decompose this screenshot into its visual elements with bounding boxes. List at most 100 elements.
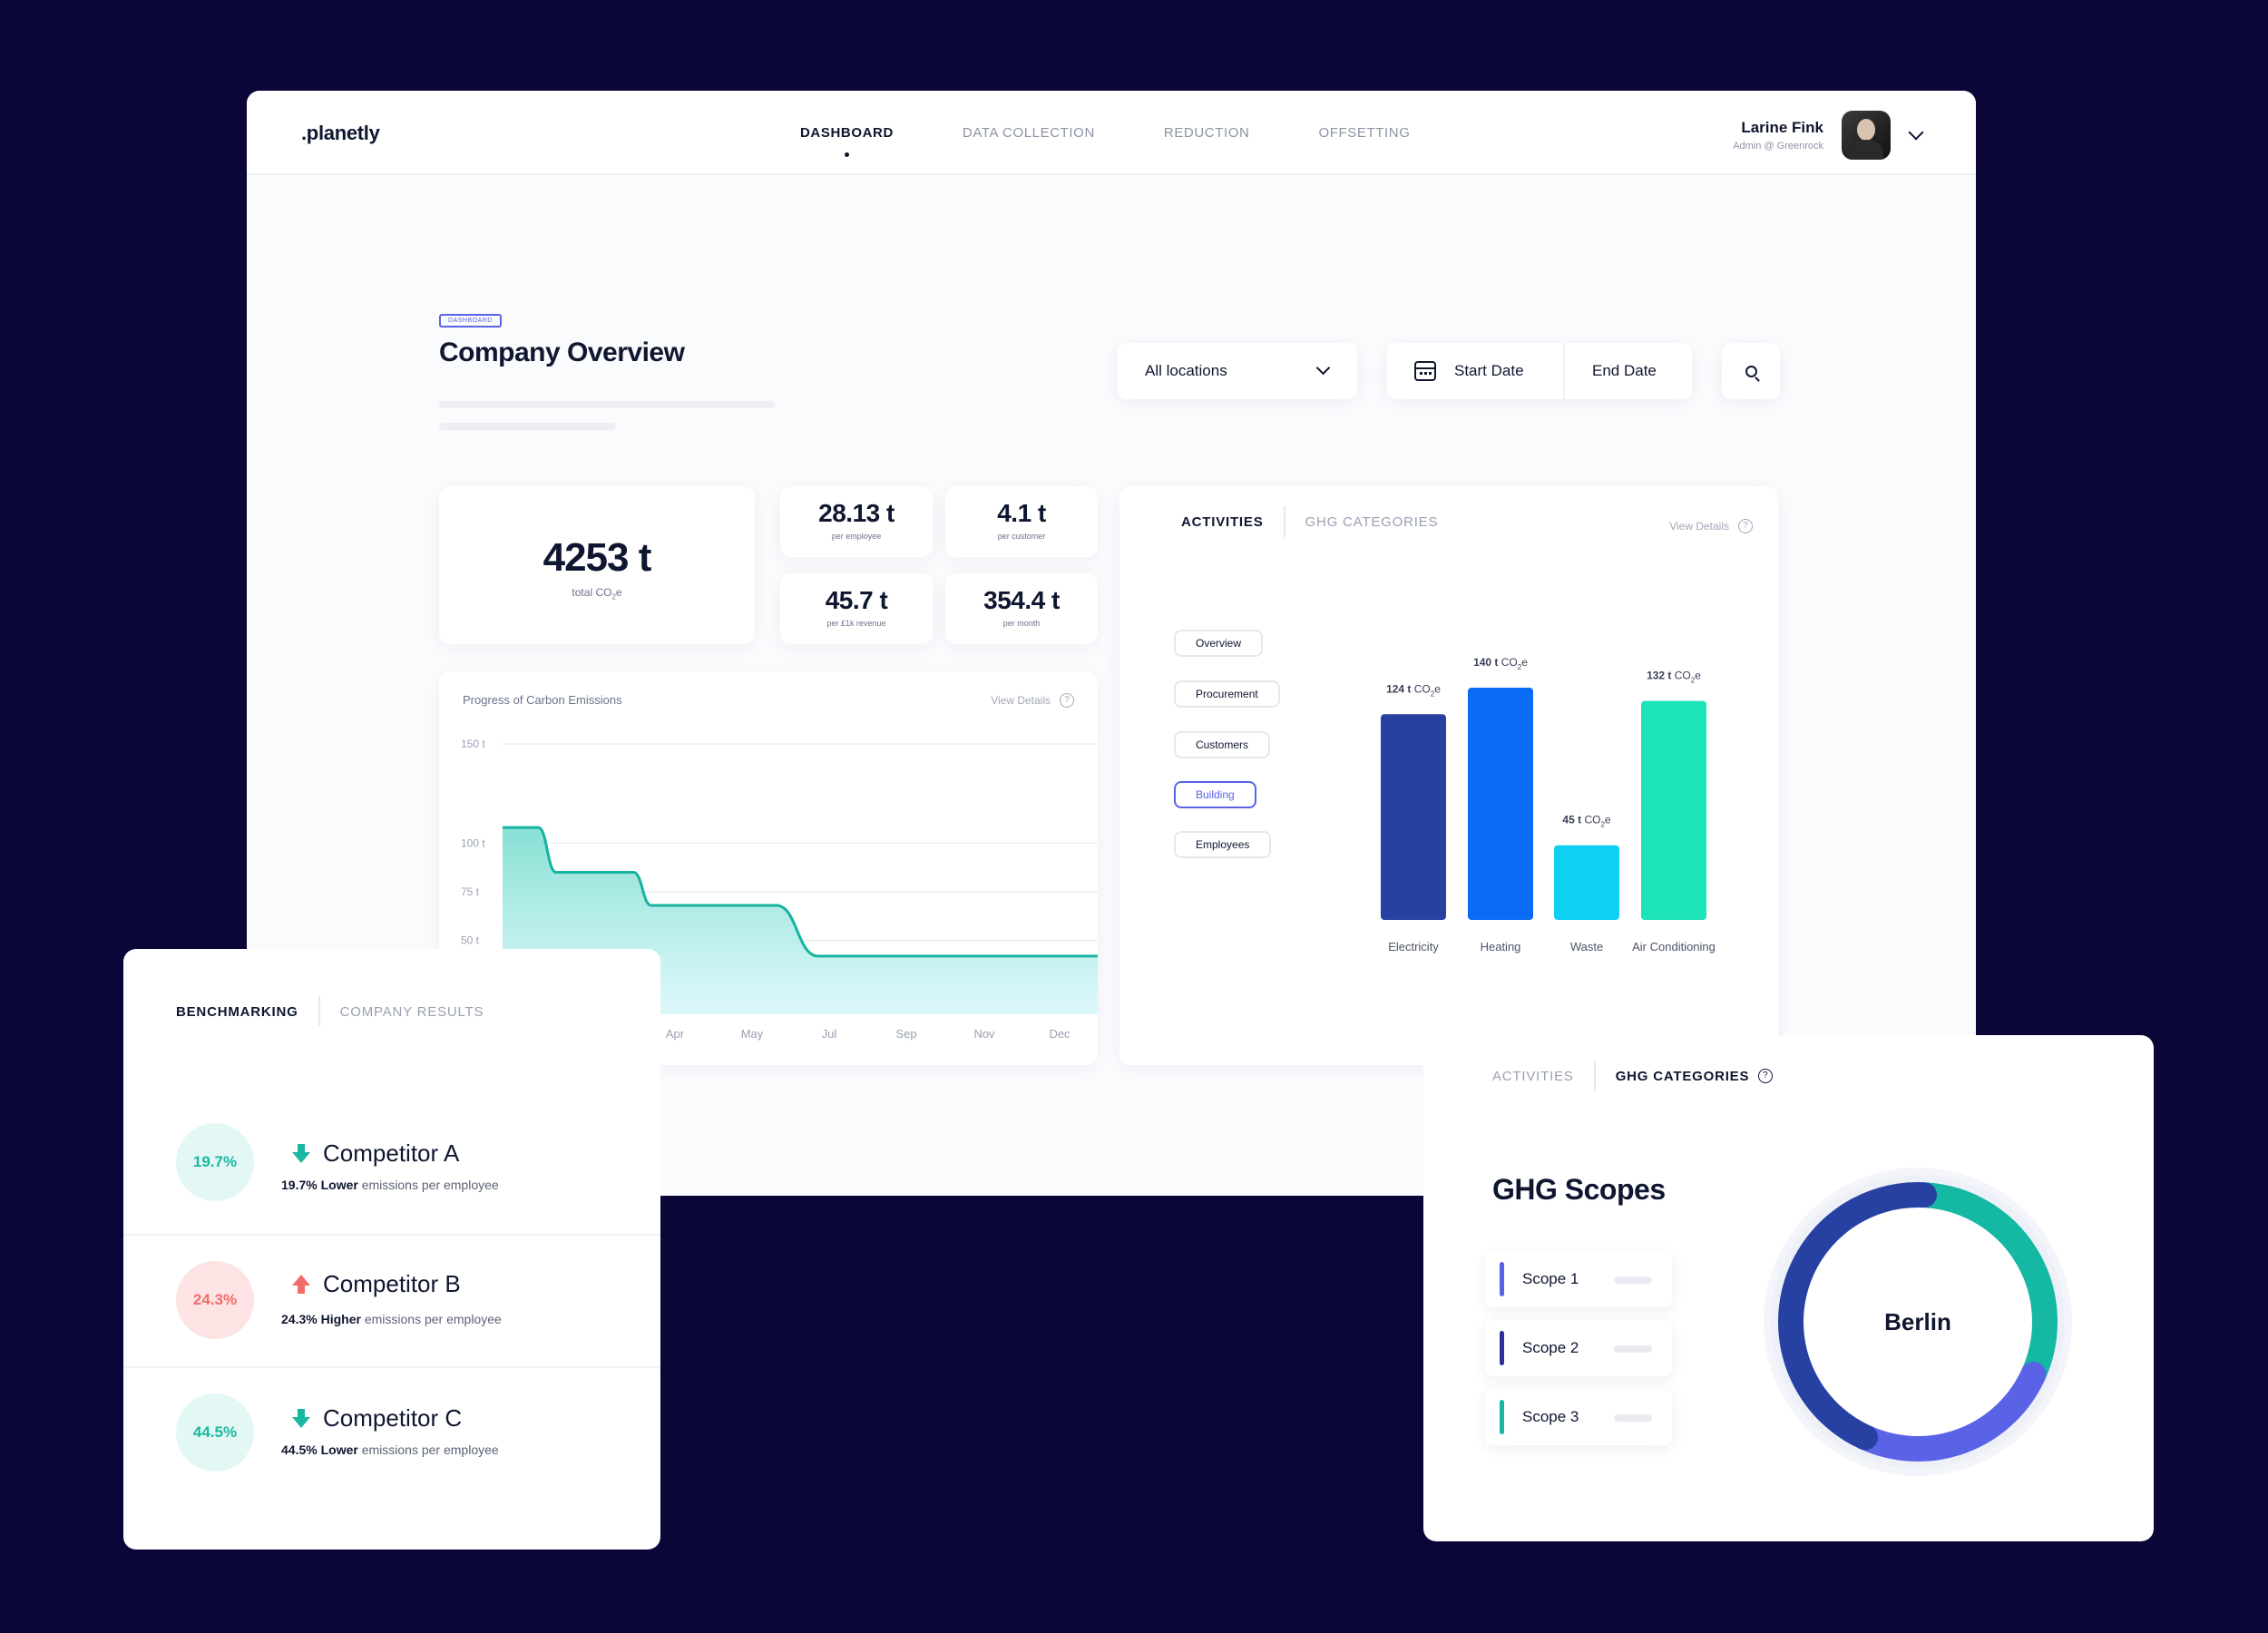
tab-divider bbox=[318, 996, 320, 1027]
calendar-icon bbox=[1414, 361, 1436, 381]
scope-item-3[interactable]: Scope 3 bbox=[1485, 1389, 1672, 1445]
bar-waste bbox=[1554, 845, 1619, 920]
percent-badge: 19.7% bbox=[176, 1123, 254, 1201]
competitor-description: 19.7% Lower emissions per employee bbox=[281, 1178, 499, 1192]
bar-value-label: 140 t CO2e bbox=[1473, 656, 1528, 671]
bar-value-label: 45 t CO2e bbox=[1562, 814, 1610, 829]
help-icon: ? bbox=[1738, 519, 1753, 533]
help-icon[interactable]: ? bbox=[1758, 1069, 1774, 1083]
per-customer-value: 4.1 t bbox=[997, 499, 1046, 527]
total-emissions-value: 4253 t bbox=[543, 535, 652, 580]
chevron-down-icon[interactable] bbox=[1908, 124, 1924, 141]
per-revenue-value: 45.7 t bbox=[825, 586, 888, 614]
benchmarking-tabs: BENCHMARKING COMPANY RESULTS bbox=[176, 996, 484, 1027]
scope-color-bar bbox=[1500, 1331, 1504, 1365]
tab-activities[interactable]: ACTIVITIES bbox=[1181, 513, 1264, 530]
page-badge: DASHBOARD bbox=[439, 314, 502, 328]
donut-slice-scope-3 bbox=[1911, 1182, 2058, 1387]
scope-item-2[interactable]: Scope 2 bbox=[1485, 1320, 1672, 1376]
scope-item-1[interactable]: Scope 1 bbox=[1485, 1251, 1672, 1307]
y-tick-label: 75 t bbox=[461, 885, 480, 898]
user-name: Larine Fink bbox=[1741, 119, 1823, 136]
competitor-name: Competitor C bbox=[292, 1404, 462, 1433]
bar-air-conditioning bbox=[1641, 700, 1706, 920]
tab-company-results[interactable]: COMPANY RESULTS bbox=[339, 1003, 484, 1020]
competitor-description: 44.5% Lower emissions per employee bbox=[281, 1442, 499, 1457]
benchmarking-card: BENCHMARKING COMPANY RESULTS 19.7% Compe… bbox=[123, 949, 660, 1550]
per-customer-card: 4.1 t per customer bbox=[945, 486, 1098, 557]
planetly-logo[interactable]: .planetly bbox=[301, 122, 380, 144]
user-menu[interactable]: Larine Fink Admin @ Greenrock bbox=[1733, 111, 1924, 160]
competitor-row[interactable]: 44.5% Competitor C 44.5% Lower emissions… bbox=[123, 1368, 660, 1501]
y-tick-label: 150 t bbox=[461, 738, 485, 750]
top-navigation-bar: .planetly DASHBOARD DATA COLLECTION REDU… bbox=[247, 91, 1976, 175]
per-month-value: 354.4 t bbox=[983, 586, 1060, 614]
bar-heating bbox=[1468, 688, 1533, 920]
nav-reduction[interactable]: REDUCTION bbox=[1163, 125, 1250, 141]
tab-benchmarking[interactable]: BENCHMARKING bbox=[176, 1003, 298, 1020]
percent-badge: 44.5% bbox=[176, 1393, 254, 1472]
view-details-link[interactable]: View Details? bbox=[991, 693, 1074, 708]
per-month-label: per month bbox=[1002, 619, 1041, 628]
x-tick-label: Jul bbox=[822, 1027, 837, 1041]
category-label: Electricity bbox=[1388, 940, 1439, 953]
series-line bbox=[503, 826, 1098, 958]
progress-x-axis: Apr May Jul Sep Nov Dec bbox=[666, 1027, 1070, 1041]
nav-dashboard[interactable]: DASHBOARD bbox=[800, 125, 894, 157]
category-label: Air Conditioning bbox=[1632, 940, 1716, 953]
competitor-name: Competitor A bbox=[292, 1139, 459, 1168]
date-range-picker[interactable]: Start Date End Date bbox=[1387, 343, 1692, 399]
donut-center-label: Berlin bbox=[1884, 1307, 1951, 1335]
location-select[interactable]: All locations bbox=[1118, 343, 1357, 399]
view-details-link[interactable]: View Details? bbox=[1669, 519, 1753, 533]
per-customer-label: per customer bbox=[997, 532, 1046, 541]
tab-ghg-categories[interactable]: GHG CATEGORIES bbox=[1305, 513, 1439, 530]
start-date-field[interactable]: Start Date bbox=[1454, 362, 1524, 379]
scope-label: Scope 3 bbox=[1522, 1408, 1579, 1425]
x-tick-label: Nov bbox=[973, 1027, 995, 1041]
filter-customers[interactable]: Customers bbox=[1174, 731, 1271, 758]
nav-offsetting[interactable]: OFFSETTING bbox=[1318, 125, 1411, 141]
scope-color-bar bbox=[1500, 1400, 1504, 1434]
placeholder-bar bbox=[1614, 1345, 1652, 1353]
tab-divider bbox=[1593, 1061, 1596, 1091]
location-value: All locations bbox=[1145, 362, 1227, 379]
tab-ghg-categories[interactable]: GHG CATEGORIES bbox=[1615, 1068, 1750, 1084]
bar-value-label: 132 t CO2e bbox=[1647, 670, 1701, 685]
donut-slice-scope-1 bbox=[1853, 1361, 2047, 1462]
donut-slice-scope-2 bbox=[1778, 1182, 1937, 1451]
filter-overview[interactable]: Overview bbox=[1174, 630, 1264, 657]
competitor-row[interactable]: 24.3% Competitor B 24.3% Higher emission… bbox=[123, 1236, 660, 1368]
filter-employees[interactable]: Employees bbox=[1174, 831, 1272, 858]
scope-color-bar bbox=[1500, 1262, 1504, 1296]
category-label: Waste bbox=[1570, 940, 1603, 953]
filter-building[interactable]: Building bbox=[1174, 781, 1256, 808]
x-tick-label: Sep bbox=[895, 1027, 916, 1041]
competitor-name: Competitor B bbox=[292, 1270, 461, 1298]
avatar[interactable] bbox=[1842, 111, 1891, 160]
category-label: Heating bbox=[1481, 940, 1521, 953]
placeholder-bar bbox=[1614, 1414, 1652, 1422]
filter-procurement[interactable]: Procurement bbox=[1174, 680, 1280, 708]
arrow-down-icon bbox=[292, 1408, 310, 1428]
tab-activities[interactable]: ACTIVITIES bbox=[1492, 1068, 1574, 1084]
arrow-down-icon bbox=[292, 1143, 310, 1163]
ghg-tabs: ACTIVITIES GHG CATEGORIES ? bbox=[1492, 1061, 1774, 1091]
activities-bar-chart: 124 t CO2e Electricity 140 t CO2e Heating 45… bbox=[1381, 656, 1716, 953]
bar-value-label: 124 t CO2e bbox=[1386, 682, 1441, 698]
search-button[interactable] bbox=[1722, 343, 1780, 399]
placeholder-line bbox=[439, 401, 775, 408]
user-role: Admin @ Greenrock bbox=[1733, 141, 1823, 152]
end-date-field[interactable]: End Date bbox=[1563, 343, 1657, 399]
ghg-scopes-card: ACTIVITIES GHG CATEGORIES ? GHG Scopes S… bbox=[1423, 1035, 2154, 1541]
competitor-description: 24.3% Higher emissions per employee bbox=[281, 1312, 502, 1326]
nav-data-collection[interactable]: DATA COLLECTION bbox=[962, 125, 1095, 141]
y-tick-label: 50 t bbox=[461, 934, 480, 947]
x-tick-label: May bbox=[741, 1027, 764, 1041]
ghg-donut-chart bbox=[1764, 1168, 2072, 1476]
activities-card: ACTIVITIES GHG CATEGORIES View Details? … bbox=[1119, 486, 1778, 1065]
x-tick-label: Dec bbox=[1049, 1027, 1070, 1041]
donut-halo bbox=[1771, 1175, 2065, 1469]
placeholder-line bbox=[439, 423, 616, 430]
competitor-row[interactable]: 19.7% Competitor A 19.7% Lower emissions… bbox=[123, 1103, 660, 1236]
